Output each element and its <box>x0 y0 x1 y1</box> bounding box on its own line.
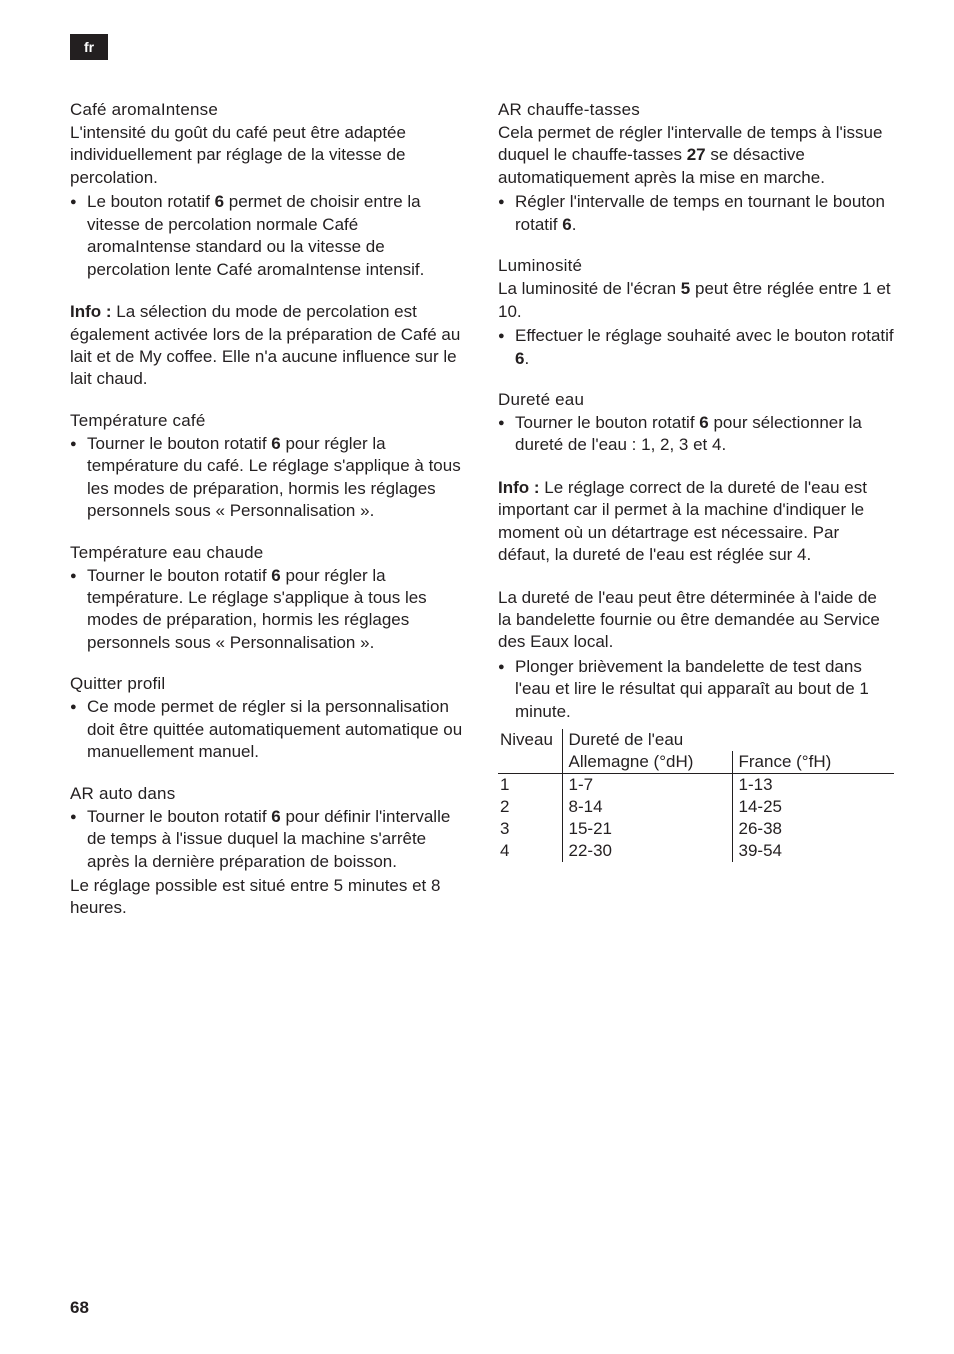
header-durete: Dureté de l'eau <box>562 729 894 751</box>
section-temperature-cafe: Température café Tourner le bouton rotat… <box>70 411 466 523</box>
paragraph: Cela permet de régler l'intervalle de te… <box>498 122 894 189</box>
table-row: 2 8-14 14-25 <box>498 796 894 818</box>
cell: 39-54 <box>732 840 894 862</box>
cell: 1 <box>498 774 562 797</box>
section-temperature-eau-chaude: Température eau chaude Tourner le bouton… <box>70 543 466 655</box>
header-france: France (°fH) <box>732 751 894 774</box>
left-column: Café aromaIntense L'intensité du goût du… <box>70 86 466 940</box>
cell: 15-21 <box>562 818 732 840</box>
cell: 14-25 <box>732 796 894 818</box>
heading: AR auto dans <box>70 784 466 804</box>
cell: 4 <box>498 840 562 862</box>
bullet: Tourner le bouton rotatif 6 pour sélecti… <box>498 412 894 457</box>
cell: 22-30 <box>562 840 732 862</box>
table-row: Niveau Dureté de l'eau <box>498 729 894 751</box>
cell: 2 <box>498 796 562 818</box>
bullet: Tourner le bouton rotatif 6 pour régler … <box>70 433 466 523</box>
bullet: Tourner le bouton rotatif 6 pour définir… <box>70 806 466 873</box>
bullet: Régler l'intervalle de temps en tournant… <box>498 191 894 236</box>
cell: 8-14 <box>562 796 732 818</box>
info-paragraph: Info : Le réglage correct de la dureté d… <box>498 477 894 567</box>
cell: 1-13 <box>732 774 894 797</box>
heading: Quitter profil <box>70 674 466 694</box>
paragraph: La luminosité de l'écran 5 peut être rég… <box>498 278 894 323</box>
bullet: Le bouton rotatif 6 permet de choisir en… <box>70 191 466 281</box>
heading: Dureté eau <box>498 390 894 410</box>
section-luminosite: Luminosité La luminosité de l'écran 5 pe… <box>498 256 894 370</box>
water-hardness-table: Niveau Dureté de l'eau Allemagne (°dH) F… <box>498 729 894 862</box>
heading: Température café <box>70 411 466 431</box>
table-row: 4 22-30 39-54 <box>498 840 894 862</box>
cell: 1-7 <box>562 774 732 797</box>
right-column: AR chauffe-tasses Cela permet de régler … <box>498 86 894 940</box>
bullet: Tourner le bouton rotatif 6 pour régler … <box>70 565 466 655</box>
page-number: 68 <box>70 1298 89 1318</box>
info-paragraph: Info : La sélection du mode de percolati… <box>70 301 466 391</box>
heading: Température eau chaude <box>70 543 466 563</box>
cell: 3 <box>498 818 562 840</box>
header-allemagne: Allemagne (°dH) <box>562 751 732 774</box>
section-ar-auto-dans: AR auto dans Tourner le bouton rotatif 6… <box>70 784 466 920</box>
section-durete-eau: Dureté eau Tourner le bouton rotatif 6 p… <box>498 390 894 862</box>
paragraph: Le réglage possible est situé entre 5 mi… <box>70 875 466 920</box>
bullet: Effectuer le réglage souhaité avec le bo… <box>498 325 894 370</box>
bullet: Ce mode permet de régler si la personna­… <box>70 696 466 763</box>
heading: AR chauffe-tasses <box>498 100 894 120</box>
section-cafe-aromaintense: Café aromaIntense L'intensité du goût du… <box>70 100 466 391</box>
cell: 26-38 <box>732 818 894 840</box>
paragraph: L'intensité du goût du café peut être ad… <box>70 122 466 189</box>
section-ar-chauffe-tasses: AR chauffe-tasses Cela permet de régler … <box>498 100 894 236</box>
table-row: 3 15-21 26-38 <box>498 818 894 840</box>
header-niveau: Niveau <box>498 729 562 774</box>
heading: Café aromaIntense <box>70 100 466 120</box>
section-quitter-profil: Quitter profil Ce mode permet de régler … <box>70 674 466 763</box>
language-tag: fr <box>70 34 108 60</box>
paragraph: La dureté de l'eau peut être déterminée … <box>498 587 894 654</box>
heading: Luminosité <box>498 256 894 276</box>
bullet: Plonger brièvement la bandelette de test… <box>498 656 894 723</box>
table-row: 1 1-7 1-13 <box>498 774 894 797</box>
content-columns: Café aromaIntense L'intensité du goût du… <box>70 86 894 940</box>
